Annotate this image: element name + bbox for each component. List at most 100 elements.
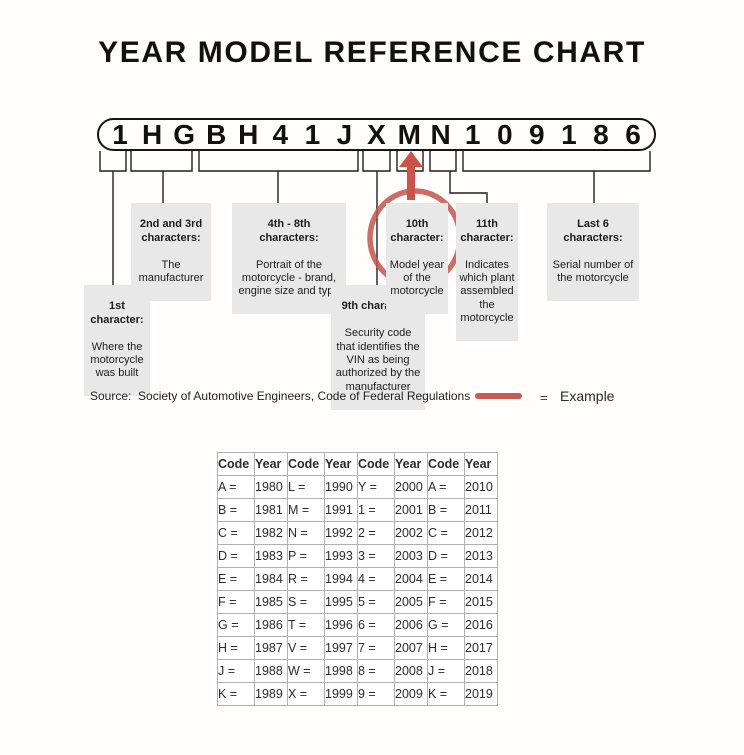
year-cell: 1991 [324,498,358,522]
vin-char: 1 [561,119,577,150]
table-row: K = 1989 X = 1999 9 = 2009 K = 2019 [217,682,498,706]
legend-example-label: Example [560,388,615,404]
code-cell: A = [427,475,465,499]
callout-10th-character: 10th character: Model year of the motorc… [386,203,448,315]
year-cell: 1996 [324,613,358,637]
table-body: A = 1980 L = 1990 Y = 2000 A = 2010 B = 1981 M = 19… [217,475,498,706]
year-cell: 2017 [464,636,498,660]
vin-char: X [367,119,386,150]
code-cell: B = [427,498,465,522]
header-code: Code [287,452,325,476]
header-year: Year [464,452,498,476]
year-cell: 2009 [394,682,428,706]
callout-title: 10th character: [390,218,444,244]
callout-body: Serial number of the motorcycle [552,258,634,285]
header-year: Year [324,452,358,476]
table-row: C = 1982 N = 1992 2 = 2002 C = 2012 [217,521,498,545]
source-attribution: Source: Society of Automotive Engineers,… [90,389,471,403]
code-cell: E = [217,567,255,591]
code-cell: F = [427,590,465,614]
year-cell: 2005 [394,590,428,614]
code-cell: G = [427,613,465,637]
code-cell: L = [287,475,325,499]
year-cell: 1982 [254,521,288,545]
code-cell: J = [427,659,465,683]
example-arrow [399,151,423,200]
year-cell: 1997 [324,636,358,660]
year-cell: 2001 [394,498,428,522]
year-cell: 1987 [254,636,288,660]
code-cell: D = [217,544,255,568]
year-cell: 1990 [324,475,358,499]
table-row: H = 1987 V = 1997 7 = 2007 H = 2017 [217,636,498,660]
year-cell: 1998 [324,659,358,683]
header-year: Year [254,452,288,476]
year-cell: 2007 [394,636,428,660]
callout-body: Indicates which plant assembled the moto… [459,258,515,325]
callout-title: 11th character: [460,218,514,244]
year-cell: 1985 [254,590,288,614]
bracket-char-9 [362,151,391,172]
code-cell: K = [217,682,255,706]
year-cell: 2004 [394,567,428,591]
year-cell: 1992 [324,521,358,545]
vin-char: B [206,119,227,150]
code-cell: J = [217,659,255,683]
vin-char: H [141,119,163,150]
header-code: Code [217,452,255,476]
code-cell: K = [427,682,465,706]
callout-last-6-characters: Last 6 characters: Serial number of the … [547,203,639,301]
code-cell: W = [287,659,325,683]
callout-body: The manufacturer [138,258,204,285]
code-cell: T = [287,613,325,637]
callout-title: Last 6 characters: [563,218,623,244]
year-cell: 2012 [464,521,498,545]
brackets [99,151,651,285]
callout-body: Where the motorcycle was built [90,340,144,380]
year-cell: 1989 [254,682,288,706]
vin-char: 1 [112,119,128,150]
code-cell: N = [287,521,325,545]
year-cell: 2016 [464,613,498,637]
header-code: Code [427,452,465,476]
code-cell: V = [287,636,325,660]
code-cell: 8 = [357,659,395,683]
code-cell: H = [427,636,465,660]
vin-box: 1 H G B H 4 1 J X M N 1 0 9 1 8 6 [97,118,656,151]
year-cell: 1980 [254,475,288,499]
year-cell: 1988 [254,659,288,683]
code-cell: G = [217,613,255,637]
vin-char: 6 [625,119,641,150]
arrow-head-icon [399,151,423,167]
year-cell: 2014 [464,567,498,591]
header-year: Year [394,452,428,476]
drop-line-11th [449,171,488,203]
vin-char: N [430,119,451,150]
table-row: J = 1988 W = 1998 8 = 2008 J = 2018 [217,659,498,683]
vin-char: M [397,119,421,150]
code-cell: 2 = [357,521,395,545]
year-cell: 1999 [324,682,358,706]
code-cell: 4 = [357,567,395,591]
code-cell: P = [287,544,325,568]
bracket-last-6 [462,151,651,172]
code-cell: 3 = [357,544,395,568]
code-cell: H = [217,636,255,660]
callout-1st-character: 1st character: Where the motorcycle was … [84,285,150,397]
callout-title: 1st character: [90,300,144,326]
code-cell: A = [217,475,255,499]
bracket-chars-4-8 [198,151,359,172]
callout-title: 4th - 8th characters: [259,218,319,244]
header-code: Code [357,452,395,476]
callout-body: Security code that identifies the VIN as… [335,327,421,393]
year-cell: 2018 [464,659,498,683]
table-row: D = 1983 P = 1993 3 = 2003 D = 2013 [217,544,498,568]
code-cell: F = [217,590,255,614]
code-cell: X = [287,682,325,706]
code-cell: 9 = [357,682,395,706]
year-cell: 2015 [464,590,498,614]
code-cell: C = [217,521,255,545]
page-title: YEAR MODEL REFERENCE CHART [98,36,646,69]
table-row: A = 1980 L = 1990 Y = 2000 A = 2010 [217,475,498,499]
